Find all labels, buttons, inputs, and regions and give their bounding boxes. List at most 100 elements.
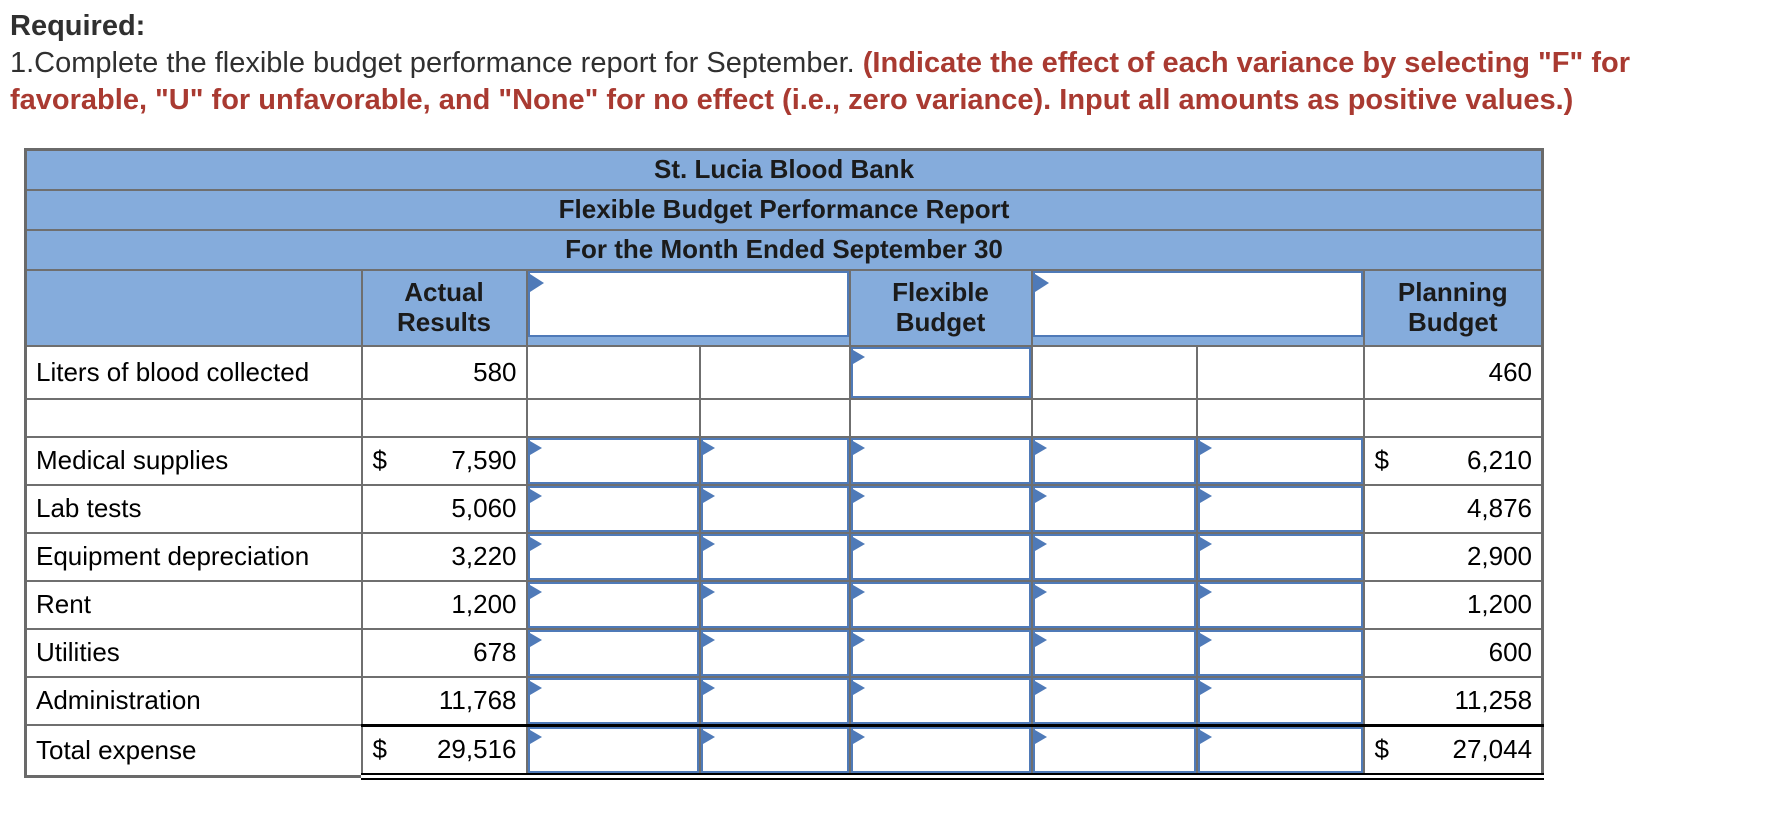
col-header-planning-budget: Planning Budget <box>1362 268 1544 347</box>
total-flexible-budget-input[interactable] <box>851 728 1030 769</box>
cell-marker-icon <box>1034 584 1047 599</box>
equipment-variance-effect-1-input[interactable] <box>701 534 848 579</box>
medical-flexible-budget-input[interactable] <box>851 438 1030 483</box>
empty-cell <box>698 344 851 400</box>
required-heading: Required: <box>10 10 146 42</box>
medical-variance-effect-2-input[interactable] <box>1198 438 1362 483</box>
row-label-equipment-depreciation: Equipment depreciation <box>24 531 363 582</box>
cell-marker-icon <box>1034 680 1047 695</box>
cell-marker-icon <box>852 440 865 455</box>
utilities-variance-effect-2-input[interactable] <box>1198 630 1362 675</box>
cell-marker-icon <box>1034 273 1049 292</box>
task-text-emphasis: (Indicate the effect of each variance by… <box>10 47 1630 116</box>
cell-marker-icon <box>852 632 865 647</box>
total-variance-effect-2-input[interactable] <box>1198 728 1362 769</box>
admin-variance-amount-1-input[interactable] <box>528 678 698 724</box>
empty-cell <box>1362 397 1544 438</box>
cell-marker-icon <box>702 729 715 744</box>
admin-variance-amount-2-input[interactable] <box>1033 678 1195 724</box>
report-container: St. Lucia Blood Bank Flexible Budget Per… <box>24 148 1770 780</box>
row-label-rent: Rent <box>24 579 363 630</box>
liters-actual-value: 580 <box>360 344 528 400</box>
rent-variance-amount-1-input[interactable] <box>528 582 698 627</box>
admin-variance-effect-1-input[interactable] <box>701 678 848 724</box>
cell-marker-icon <box>702 488 715 503</box>
cell-marker-icon <box>1199 536 1212 551</box>
equipment-flexible-budget-input[interactable] <box>851 534 1030 579</box>
variance-column-header-input-1[interactable] <box>528 271 848 337</box>
cell-marker-icon <box>529 632 542 647</box>
lab-variance-effect-2-input[interactable] <box>1198 486 1362 531</box>
row-label-liters: Liters of blood collected <box>24 344 363 400</box>
cell-marker-icon <box>1034 440 1047 455</box>
rent-actual-value: 1,200 <box>360 579 528 630</box>
lab-variance-effect-1-input[interactable] <box>701 486 848 531</box>
cell-marker-icon <box>702 680 715 695</box>
row-lab-tests: Lab tests 5,060 4,876 <box>24 483 1544 534</box>
total-variance-effect-1-input[interactable] <box>701 728 848 769</box>
lab-flexible-budget-input[interactable] <box>851 486 1030 531</box>
cell-marker-icon <box>852 488 865 503</box>
empty-cell <box>1030 397 1198 438</box>
row-total-expense: Total expense $29,516 $27,044 <box>24 723 1544 780</box>
task-text: 1.Complete the flexible budget performan… <box>10 45 1765 119</box>
cell-marker-icon <box>1199 440 1212 455</box>
variance-header-cell-2 <box>1030 268 1365 347</box>
row-equipment-depreciation: Equipment depreciation 3,220 2,900 <box>24 531 1544 582</box>
blank-header-cell <box>24 268 363 347</box>
period-title: For the Month Ended September 30 <box>24 228 1544 271</box>
empty-cell <box>698 397 851 438</box>
equipment-actual-value: 3,220 <box>360 531 528 582</box>
rent-planning-value: 1,200 <box>1362 579 1544 630</box>
cell-marker-icon <box>529 488 542 503</box>
report-name-title: Flexible Budget Performance Report <box>24 188 1544 231</box>
row-label-administration: Administration <box>24 675 363 726</box>
medical-variance-effect-1-input[interactable] <box>701 438 848 483</box>
admin-variance-effect-2-input[interactable] <box>1198 678 1362 724</box>
lab-variance-amount-2-input[interactable] <box>1033 486 1195 531</box>
page: Required: 1.Complete the flexible budget… <box>10 10 1770 780</box>
empty-cell <box>525 397 701 438</box>
rent-variance-effect-1-input[interactable] <box>701 582 848 627</box>
cell-marker-icon <box>852 680 865 695</box>
cell-marker-icon <box>852 584 865 599</box>
equipment-variance-amount-1-input[interactable] <box>528 534 698 579</box>
cell-marker-icon <box>529 680 542 695</box>
medical-planning-value: $6,210 <box>1362 435 1544 486</box>
rent-variance-amount-2-input[interactable] <box>1033 582 1195 627</box>
lab-actual-value: 5,060 <box>360 483 528 534</box>
cell-marker-icon <box>1034 729 1047 744</box>
equipment-variance-amount-2-input[interactable] <box>1033 534 1195 579</box>
equipment-variance-effect-2-input[interactable] <box>1198 534 1362 579</box>
cell-marker-icon <box>852 349 865 364</box>
column-header-row: Actual Results Flexible Budget Planning … <box>24 268 1544 347</box>
admin-flexible-budget-input[interactable] <box>851 678 1030 724</box>
variance-header-cell-1 <box>525 268 851 347</box>
flexible-budget-report-table: St. Lucia Blood Bank Flexible Budget Per… <box>24 148 1545 780</box>
liters-planning-value: 460 <box>1362 344 1544 400</box>
total-variance-amount-1-input[interactable] <box>528 728 698 769</box>
cell-marker-icon <box>1199 488 1212 503</box>
medical-variance-amount-2-input[interactable] <box>1033 438 1195 483</box>
rent-variance-effect-2-input[interactable] <box>1198 582 1362 627</box>
row-label-medical-supplies: Medical supplies <box>24 435 363 486</box>
total-variance-amount-2-input[interactable] <box>1033 728 1195 769</box>
row-utilities: Utilities 678 600 <box>24 627 1544 678</box>
cell-marker-icon <box>702 584 715 599</box>
cell-marker-icon <box>852 536 865 551</box>
utilities-flexible-budget-input[interactable] <box>851 630 1030 675</box>
total-actual-value: $29,516 <box>360 723 528 780</box>
medical-variance-amount-1-input[interactable] <box>528 438 698 483</box>
utilities-variance-amount-2-input[interactable] <box>1033 630 1195 675</box>
variance-column-header-input-2[interactable] <box>1033 271 1362 337</box>
utilities-variance-effect-1-input[interactable] <box>701 630 848 675</box>
rent-flexible-budget-input[interactable] <box>851 582 1030 627</box>
utilities-planning-value: 600 <box>1362 627 1544 678</box>
total-planning-value: $27,044 <box>1362 723 1544 780</box>
cell-marker-icon <box>1199 680 1212 695</box>
cell-marker-icon <box>1034 536 1047 551</box>
lab-variance-amount-1-input[interactable] <box>528 486 698 531</box>
cell-marker-icon <box>529 273 544 292</box>
utilities-variance-amount-1-input[interactable] <box>528 630 698 675</box>
liters-flexible-budget-input[interactable] <box>851 347 1030 397</box>
